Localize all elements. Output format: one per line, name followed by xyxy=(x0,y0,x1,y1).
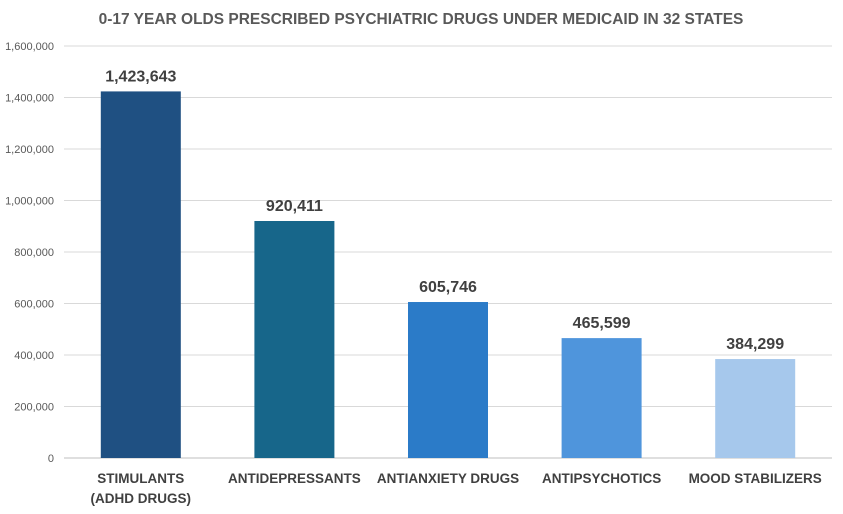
data-label: 384,299 xyxy=(726,336,784,353)
bar xyxy=(715,359,796,458)
bar xyxy=(561,338,642,458)
x-tick-label: ANTIDEPRESSANTS xyxy=(228,471,361,486)
bar xyxy=(100,91,181,458)
data-label: 605,746 xyxy=(419,279,477,296)
y-tick-label: 400,000 xyxy=(14,350,54,362)
x-axis-ticks: STIMULANTS (ADHD DRUGS) ANTIDEPRESSANTS ANT… xyxy=(91,471,822,506)
y-tick-label: 1,600,000 xyxy=(5,41,54,53)
x-tick-label: ANTIANXIETY DRUGS xyxy=(377,471,519,486)
y-tick-label: 1,000,000 xyxy=(5,196,54,208)
gridlines xyxy=(64,45,832,459)
y-tick-label: 1,400,000 xyxy=(5,93,54,105)
data-label: 1,423,643 xyxy=(105,68,176,85)
x-tick-label: ANTIPSYCHOTICS xyxy=(542,471,661,486)
bars xyxy=(100,91,796,458)
data-labels: 1,423,643 920,411 605,746 465,599 384,299 xyxy=(105,68,784,353)
y-tick-label: 0 xyxy=(48,453,54,465)
bar xyxy=(408,302,488,458)
x-tick-label: STIMULANTS (ADHD DRUGS) xyxy=(91,471,192,506)
chart-title: 0-17 YEAR OLDS PRESCRIBED PSYCHIATRIC DR… xyxy=(99,11,744,28)
data-label: 465,599 xyxy=(573,315,631,332)
data-label: 920,411 xyxy=(266,198,323,215)
y-tick-label: 200,000 xyxy=(14,402,54,414)
y-tick-label: 1,200,000 xyxy=(5,144,54,156)
y-tick-label: 800,000 xyxy=(14,247,54,259)
x-tick-label: MOOD STABILIZERS xyxy=(689,471,822,486)
y-tick-label: 600,000 xyxy=(14,299,54,311)
y-axis-ticks: 0 200,000 400,000 600,000 800,000 1,000,000 1,… xyxy=(5,41,54,465)
bar xyxy=(254,220,335,458)
